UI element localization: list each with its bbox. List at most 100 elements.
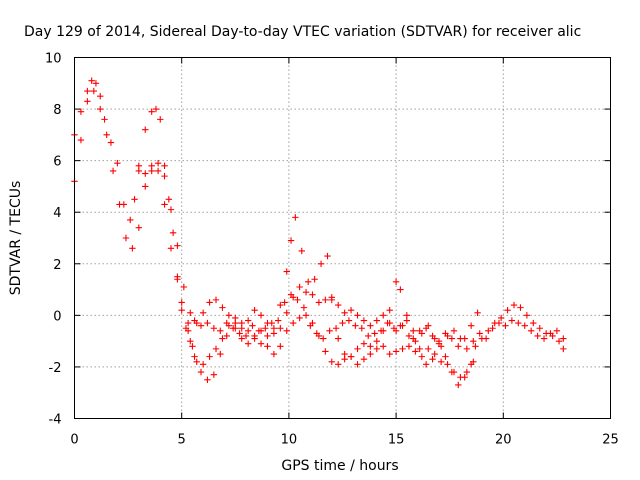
data-point bbox=[367, 343, 374, 350]
data-point bbox=[84, 98, 91, 105]
data-point bbox=[283, 268, 290, 275]
data-point bbox=[296, 314, 303, 322]
x-axis-label: GPS time / hours bbox=[281, 458, 398, 474]
data-point bbox=[277, 325, 284, 332]
data-point bbox=[455, 381, 462, 389]
data-point bbox=[187, 337, 194, 345]
data-point bbox=[320, 335, 327, 342]
data-point bbox=[371, 330, 378, 337]
y-tick-label: 0 bbox=[53, 309, 61, 324]
data-point bbox=[467, 361, 475, 368]
data-point bbox=[270, 330, 278, 337]
data-point bbox=[212, 345, 220, 353]
data-point bbox=[238, 325, 245, 332]
data-point bbox=[347, 307, 355, 314]
data-point bbox=[154, 167, 162, 175]
data-point bbox=[257, 312, 265, 319]
data-point bbox=[302, 312, 310, 319]
data-point bbox=[367, 350, 374, 358]
y-tick-label: 2 bbox=[53, 258, 61, 273]
data-point bbox=[345, 317, 353, 324]
data-point bbox=[107, 139, 115, 146]
data-point bbox=[463, 345, 471, 353]
data-point bbox=[352, 322, 359, 329]
data-point bbox=[547, 330, 554, 337]
data-point bbox=[244, 327, 252, 335]
x-tick-label: 0 bbox=[70, 433, 78, 448]
data-point bbox=[174, 273, 181, 280]
data-point bbox=[277, 301, 284, 309]
data-point bbox=[135, 224, 143, 231]
chart-title: Day 129 of 2014, Sidereal Day-to-day VTE… bbox=[24, 24, 581, 40]
data-point bbox=[274, 317, 282, 324]
data-point bbox=[88, 77, 95, 84]
data-point bbox=[157, 116, 164, 123]
data-point bbox=[135, 167, 143, 175]
data-point bbox=[197, 322, 205, 329]
data-point bbox=[277, 343, 284, 350]
x-tick-label: 5 bbox=[178, 433, 186, 448]
data-point bbox=[422, 361, 430, 368]
data-point bbox=[399, 345, 406, 353]
data-point bbox=[294, 296, 301, 304]
data-point bbox=[380, 343, 387, 350]
data-point bbox=[210, 371, 218, 378]
data-point bbox=[418, 353, 426, 360]
data-point bbox=[204, 376, 211, 384]
data-point bbox=[204, 319, 211, 327]
data-point bbox=[386, 350, 393, 358]
data-point bbox=[249, 322, 256, 329]
data-point bbox=[347, 353, 355, 360]
data-point bbox=[392, 278, 400, 286]
data-point bbox=[317, 260, 325, 267]
data-point bbox=[257, 327, 265, 335]
data-point bbox=[386, 307, 393, 314]
data-point bbox=[502, 322, 509, 329]
data-point bbox=[84, 87, 91, 95]
data-point bbox=[129, 245, 136, 252]
data-point bbox=[523, 312, 531, 319]
data-point bbox=[534, 332, 541, 340]
data-point bbox=[530, 319, 537, 327]
y-tick-label: 4 bbox=[53, 206, 61, 221]
series-track-3 bbox=[184, 214, 567, 389]
data-point bbox=[197, 368, 205, 376]
data-point bbox=[322, 348, 329, 355]
data-point bbox=[283, 327, 290, 335]
data-point bbox=[101, 116, 108, 123]
data-point bbox=[437, 343, 445, 350]
data-point bbox=[341, 309, 348, 316]
data-point bbox=[416, 345, 423, 353]
data-point bbox=[298, 247, 305, 255]
data-point bbox=[142, 183, 149, 190]
data-point bbox=[167, 245, 175, 252]
data-point bbox=[193, 358, 200, 365]
data-point bbox=[142, 126, 149, 133]
data-point bbox=[373, 337, 381, 345]
data-point bbox=[560, 345, 567, 353]
data-point bbox=[510, 301, 518, 309]
data-point bbox=[193, 319, 200, 327]
y-tick-label: 6 bbox=[53, 155, 61, 170]
data-point bbox=[437, 358, 445, 365]
data-point bbox=[497, 314, 505, 322]
data-point bbox=[232, 319, 239, 327]
data-point bbox=[335, 335, 342, 342]
data-point bbox=[114, 160, 121, 167]
data-point bbox=[283, 309, 290, 316]
data-point bbox=[360, 317, 368, 324]
x-tick-label: 10 bbox=[281, 433, 298, 448]
data-point bbox=[553, 327, 561, 335]
data-point bbox=[412, 337, 419, 345]
data-point bbox=[403, 312, 411, 319]
data-point bbox=[180, 283, 188, 291]
y-tick-label: 8 bbox=[53, 103, 61, 118]
data-point bbox=[444, 361, 451, 368]
data-point bbox=[219, 335, 226, 342]
data-point bbox=[560, 335, 567, 342]
data-point bbox=[455, 343, 462, 350]
series-track-4 bbox=[135, 160, 567, 353]
data-point bbox=[463, 368, 471, 376]
data-point bbox=[386, 319, 393, 327]
